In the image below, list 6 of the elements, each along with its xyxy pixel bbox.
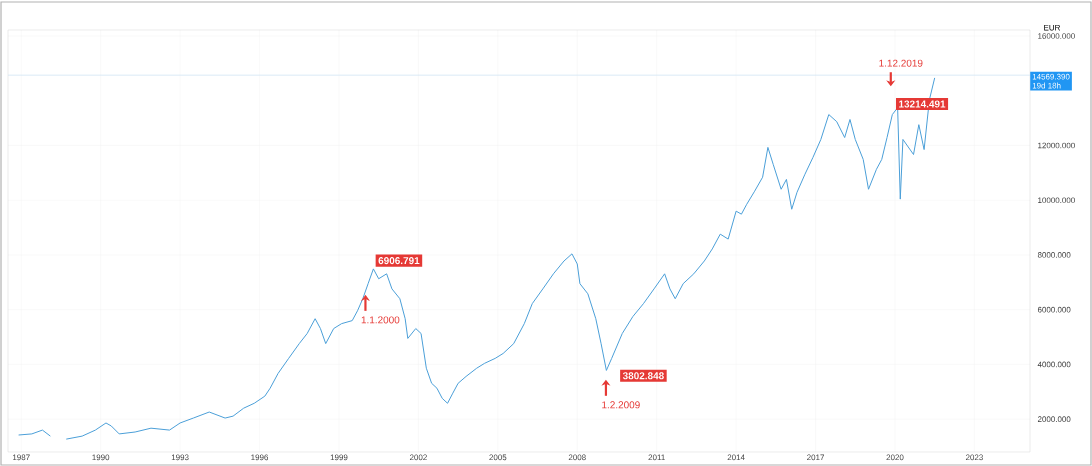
annotation: 6906.791 <box>378 257 420 265</box>
annotation: 1.2.2009 <box>602 401 640 409</box>
annotation: 1.12.2019 <box>879 59 923 67</box>
annotation: 1.1.2000 <box>361 316 400 324</box>
annotation: 3802.848 <box>622 372 664 380</box>
annotation: 13214.491 <box>899 100 946 108</box>
